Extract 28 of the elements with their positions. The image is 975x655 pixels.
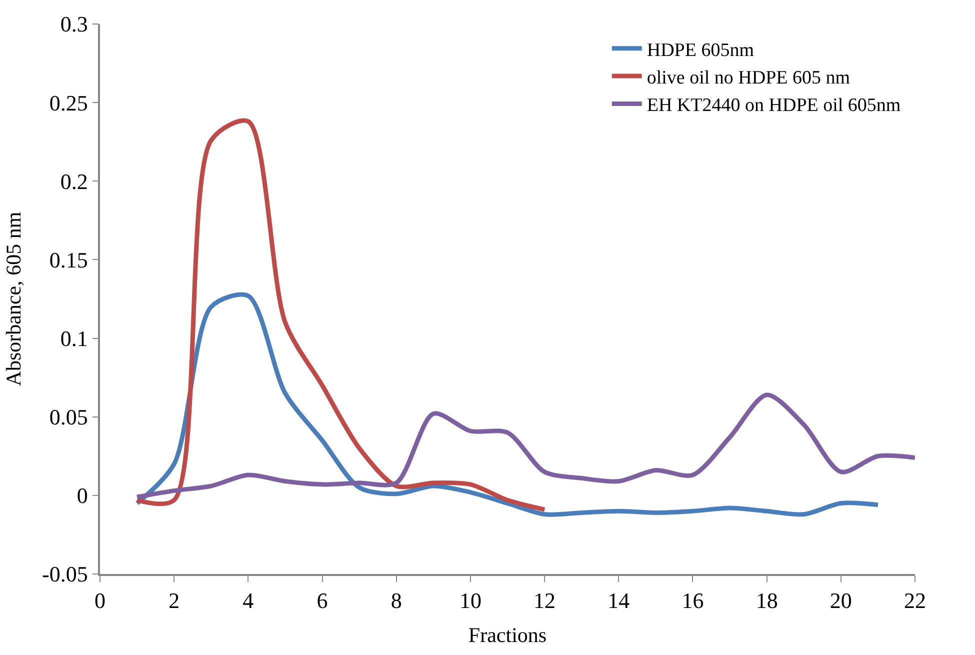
- x-tick-label: 18: [756, 588, 778, 614]
- y-tick-label: 0.05: [49, 404, 88, 430]
- y-tick-label: 0.2: [60, 168, 88, 194]
- x-tick-label: 14: [608, 588, 630, 614]
- legend-label: EH KT2440 on HDPE oil 605nm: [646, 95, 901, 116]
- x-tick-label: 20: [830, 588, 852, 614]
- x-axis-title: Fractions: [468, 622, 547, 647]
- x-tick-label: 8: [390, 588, 402, 614]
- y-tick-label: 0.3: [60, 12, 88, 37]
- legend-label: olive oil no HDPE 605 nm: [646, 67, 850, 88]
- y-tick-label: 0.15: [49, 247, 88, 272]
- y-tick-label: -0.05: [42, 562, 88, 587]
- y-tick-label: 0.1: [60, 326, 88, 351]
- y-tick-label: 0: [76, 483, 88, 508]
- x-tick-label: 22: [904, 588, 926, 614]
- line-series: [134, 392, 915, 500]
- legend-label: HDPE 605nm: [646, 40, 754, 61]
- line-series: [134, 292, 880, 517]
- y-axis-title: Absorbance, 605 nm: [2, 212, 26, 386]
- x-tick-label: 2: [168, 588, 180, 614]
- x-tick-label: 10: [459, 588, 482, 614]
- x-tick-label: 0: [94, 588, 106, 614]
- x-tick-label: 4: [242, 588, 254, 614]
- x-tick-label: 16: [682, 588, 704, 614]
- x-tick-label: 12: [534, 588, 556, 614]
- line-series: [134, 118, 547, 512]
- y-tick-label: 0.25: [49, 90, 88, 116]
- x-tick-label: 6: [316, 588, 328, 614]
